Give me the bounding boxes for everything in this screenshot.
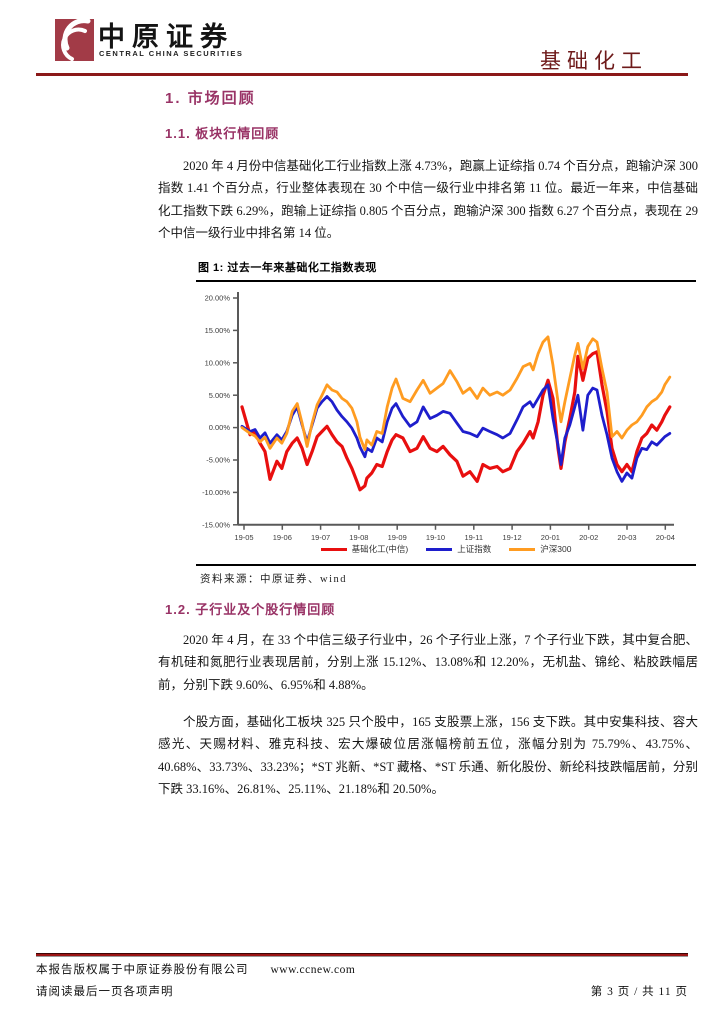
- figure-1-source: 资料来源：中原证券、wind: [200, 574, 347, 585]
- footer-rule: [36, 953, 688, 957]
- x-axis-label: 19-12: [503, 533, 522, 540]
- series-line-2: [240, 335, 672, 452]
- y-axis-label: 0.00%: [209, 423, 231, 432]
- footer-disclaimer: 请阅读最后一页各项声明: [36, 986, 174, 998]
- report-category: 基础化工: [540, 49, 648, 73]
- logo-square: [55, 19, 94, 61]
- figure-bottom-rule: [196, 564, 696, 566]
- x-axis-label: 20-03: [617, 533, 636, 540]
- section-1-heading: 1. 市场回顾: [165, 90, 256, 107]
- series-line-0: [240, 350, 672, 492]
- x-axis-label: 19-08: [349, 533, 368, 540]
- footer-page-info: 第 3 页 / 共 11 页: [590, 986, 688, 998]
- x-axis-label: 20-02: [579, 533, 598, 540]
- x-axis-label: 19-09: [388, 533, 407, 540]
- figure-1-caption: 图 1: 过去一年来基础化工指数表现: [198, 262, 377, 274]
- company-logo-icon: [55, 19, 94, 61]
- y-axis-label: -15.00%: [202, 520, 230, 529]
- logo-swoosh-large: [62, 19, 91, 51]
- logo-swoosh-small: [61, 27, 87, 61]
- paragraph-subsector-review: 2020 年 4 月，在 33 个中信三级子行业中，26 个子行业上涨，7 个子…: [158, 633, 698, 692]
- x-axis-label: 19-07: [311, 533, 330, 540]
- section-1-2-heading: 1.2. 子行业及个股行情回顾: [165, 602, 336, 617]
- footer-website: www.ccnew.com: [270, 964, 356, 976]
- y-axis-label: 10.00%: [205, 358, 231, 367]
- legend-item: 基础化工(中信): [320, 543, 409, 555]
- figure-1: 图 1: 过去一年来基础化工指数表现 20.00% 15.00% 10.00% 5.0…: [196, 259, 696, 586]
- legend-item: 沪深300: [509, 543, 571, 555]
- legend-label: 基础化工(中信): [351, 544, 409, 554]
- x-axis-label: 19-06: [273, 533, 292, 540]
- brand-name: 中原证券: [98, 22, 234, 53]
- legend-dash-icon: [320, 547, 347, 551]
- legend-label: 上证指数: [457, 544, 492, 554]
- x-axis-label: 19-10: [426, 533, 445, 540]
- y-axis-label: -5.00%: [206, 456, 230, 465]
- x-axis-label: 19-05: [234, 533, 253, 540]
- y-axis-label: -10.00%: [202, 488, 230, 497]
- chart-legend: 基础化工(中信) 上证指数 沪深300: [196, 542, 696, 556]
- header-rule: [36, 73, 688, 76]
- legend-dash-icon: [426, 547, 453, 551]
- x-axis-label: 19-11: [464, 533, 483, 540]
- paragraph-market-review: 2020 年 4 月份中信基础化工行业指数上涨 4.73%，跑赢上证综指 0.7…: [158, 159, 698, 241]
- y-axis-label: 5.00%: [209, 391, 231, 400]
- footer-copyright: 本报告版权属于中原证券股份有限公司: [36, 964, 249, 976]
- y-axis-label: 15.00%: [205, 326, 231, 335]
- legend-item: 上证指数: [426, 543, 491, 555]
- x-axis-label: 20-04: [656, 533, 675, 540]
- legend-label: 沪深300: [540, 544, 572, 554]
- figure-top-rule: [196, 280, 696, 282]
- paragraph-stock-review: 个股方面，基础化工板块 325 只个股中，165 支股票上涨，156 支下跌。其…: [158, 715, 698, 797]
- section-1-1-heading: 1.1. 板块行情回顾: [165, 126, 280, 141]
- footer-copyright-line: 本报告版权属于中原证券股份有限公司 www.ccnew.com: [36, 961, 355, 977]
- x-axis-label: 20-01: [541, 533, 560, 540]
- index-performance-chart: 20.00% 15.00% 10.00% 5.00% 0.00% -5.00% -10.00…: [202, 292, 675, 540]
- y-axis-label: 20.00%: [205, 294, 231, 303]
- brand-subtitle: CENTRAL CHINA SECURITIES: [99, 49, 244, 58]
- legend-dash-icon: [509, 547, 536, 551]
